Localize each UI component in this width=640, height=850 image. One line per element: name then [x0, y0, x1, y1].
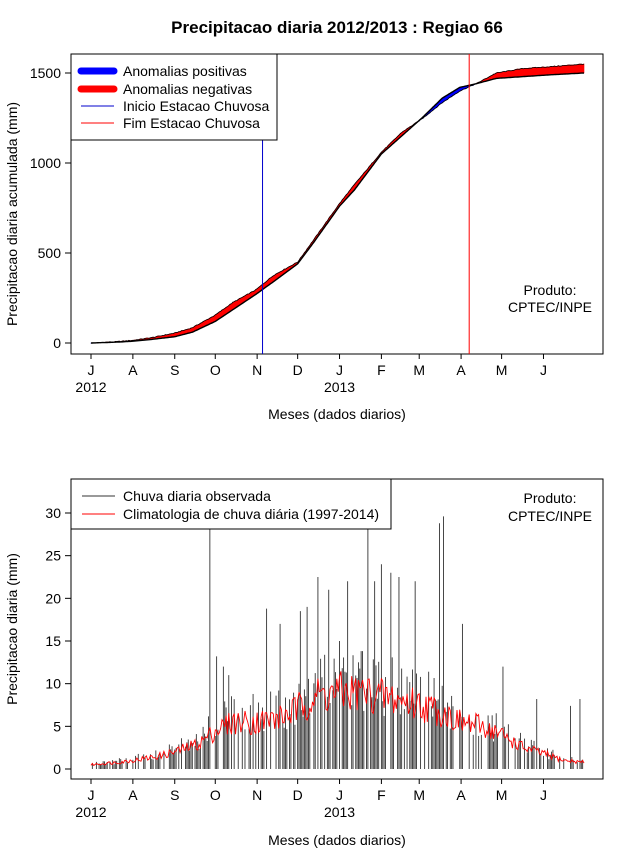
x-tick-label: J — [336, 362, 343, 378]
x-tick-label: J — [540, 362, 547, 378]
legend: Anomalias positivas Anomalias negativas … — [70, 53, 278, 141]
x-tick-label: A — [456, 362, 466, 378]
x-tick-label: J — [88, 787, 95, 803]
y-tick-label: 0 — [53, 761, 61, 777]
x-tick-label: S — [170, 362, 179, 378]
year-label: 2012 — [75, 804, 106, 820]
legend-label-wet-start: Inicio Estacao Chuvosa — [123, 98, 270, 114]
x-tick-label: J — [336, 787, 343, 803]
x-tick-label: M — [413, 362, 425, 378]
legend: Chuva diaria observada Climatologia de c… — [70, 478, 392, 530]
x-tick-label: F — [377, 362, 386, 378]
x-tick-label: A — [128, 787, 138, 803]
y-tick-label: 1000 — [30, 155, 61, 171]
legend-label-negative: Anomalias negativas — [123, 81, 252, 97]
legend-label-observed: Chuva diaria observada — [123, 488, 271, 504]
x-tick-label: M — [496, 787, 508, 803]
x-tick-label: O — [210, 362, 221, 378]
y-tick-label: 20 — [45, 590, 61, 606]
y-axis: 0 5 10 15 20 25 30 — [45, 505, 72, 777]
x-tick-label: D — [293, 362, 303, 378]
climatology-series — [90, 671, 585, 767]
credit-line-2: CPTEC/INPE — [508, 508, 592, 524]
y-tick-label: 30 — [45, 505, 61, 521]
observed-curve — [90, 63, 585, 344]
climatology-line — [90, 671, 585, 767]
x-tick-label: O — [210, 787, 221, 803]
y-tick-label: 1500 — [30, 65, 61, 81]
legend-label-positive: Anomalias positivas — [123, 63, 247, 79]
x-tick-label: A — [456, 787, 466, 803]
x-tick-label: J — [88, 362, 95, 378]
x-tick-label: S — [170, 787, 179, 803]
y-axis: 0 500 1000 1500 — [30, 65, 72, 351]
year-label: 2013 — [324, 379, 355, 395]
credit-line-1: Produto: — [524, 490, 577, 506]
x-axis-label: Meses (dados diarios) — [268, 406, 406, 422]
x-tick-label: A — [128, 362, 138, 378]
x-tick-label: D — [293, 787, 303, 803]
legend-label-climatology: Climatologia de chuva diária (1997-2014) — [123, 506, 379, 522]
x-tick-label: N — [252, 362, 262, 378]
x-tick-label: M — [496, 362, 508, 378]
anomaly-segment — [582, 63, 585, 74]
year-label: 2013 — [324, 804, 355, 820]
x-tick-label: J — [540, 787, 547, 803]
x-tick-label: M — [413, 787, 425, 803]
legend-label-wet-end: Fim Estacao Chuvosa — [123, 115, 260, 131]
observed-bars — [91, 516, 584, 769]
year-label: 2012 — [75, 379, 106, 395]
legend-box — [70, 478, 392, 530]
y-axis-label: Precipitacao diaria (mm) — [4, 553, 20, 705]
y-axis-label: Precipitacao diaria acumulada (mm) — [4, 102, 20, 326]
x-tick-label: N — [252, 787, 262, 803]
x-tick-label: F — [377, 787, 386, 803]
y-tick-label: 15 — [45, 633, 61, 649]
y-tick-label: 25 — [45, 548, 61, 564]
y-tick-label: 500 — [38, 245, 62, 261]
y-tick-label: 0 — [53, 335, 61, 351]
chart-title: Precipitacao diaria 2012/2013 : Regiao 6… — [171, 18, 503, 37]
credit-line-2: CPTEC/INPE — [508, 299, 592, 315]
x-axis-label: Meses (dados diarios) — [268, 832, 406, 848]
climatology-curve — [91, 72, 585, 344]
credit-line-1: Produto: — [524, 282, 577, 298]
y-tick-label: 10 — [45, 676, 61, 692]
y-tick-label: 5 — [53, 718, 61, 734]
cumulative-precip-chart: Precipitacao diaria 2012/2013 : Regiao 6… — [4, 18, 604, 422]
